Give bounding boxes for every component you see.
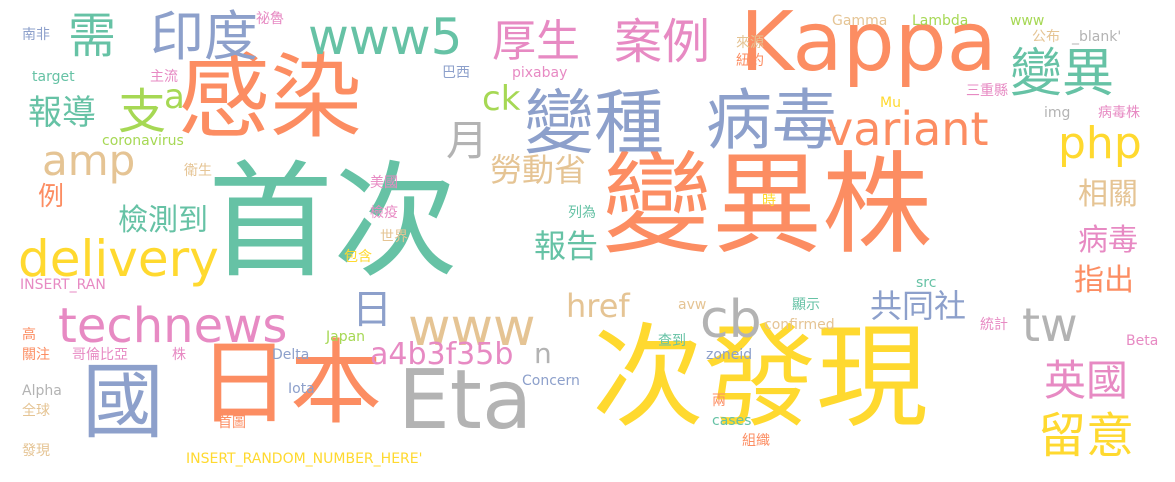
word-哥倫比亞: 哥倫比亞 [72,347,128,363]
word-指出: 指出 [1074,263,1134,298]
word-變種: 變種 [524,82,664,164]
word-n: n [534,337,552,370]
word-iota: Iota [288,381,315,397]
word-a: a [164,77,185,117]
word-報告: 報告 [534,227,599,265]
word-src: src [916,275,937,291]
word-變異: 變異 [1010,44,1115,104]
word-insert-ran: INSERT_RAN [20,277,106,293]
word-英國: 英國 [1044,356,1129,405]
word-病毒株: 病毒株 [1098,105,1140,121]
word-月: 月 [446,116,489,165]
word-公布: 公布 [1032,29,1060,45]
word-tw: tw [1022,298,1078,352]
word-amp: amp [42,136,136,185]
word-變異株: 變異株 [602,141,932,269]
word-target: target [32,69,75,85]
word-eta: Eta [398,353,533,448]
word-coronavirus: coronavirus [102,133,184,149]
word-衛生: 衛生 [184,163,212,179]
word-cb: cb [700,290,762,350]
word-檢疫: 檢疫 [370,205,398,221]
word-共同社: 共同社 [870,287,967,325]
word-次發現: 次發現 [592,313,928,443]
word-例: 例 [38,182,65,212]
word-ck: ck [482,79,521,119]
word-國: 國 [82,355,165,450]
word-php: php [1058,118,1142,169]
word-兩: 兩 [712,393,726,409]
word-需: 需 [68,8,117,64]
word-感染: 感染 [178,44,363,151]
word-查到: 查到 [658,333,686,349]
word-統計: 統計 [980,317,1008,333]
word-巴西: 巴西 [442,65,470,81]
word-美國: 美國 [370,175,398,191]
word-來源: 來源 [736,35,764,51]
word-列為: 列為 [568,205,596,221]
word-zoneid: zoneid [706,347,753,363]
word-日: 日 [352,287,392,333]
word-報導: 報導 [28,93,96,133]
word-blank: _blank' [1072,29,1122,45]
word-顯示: 顯示 [792,297,820,313]
word-首次: 首次 [208,150,458,295]
word-japan: Japan [326,329,366,345]
word-世界: 世界 [380,229,408,245]
word-首圖: 首圖 [218,415,246,431]
word-留意: 留意 [1038,408,1135,464]
word-厚生: 厚生 [492,16,580,67]
word-組織: 組織 [742,433,770,449]
word-beta: Beta [1126,333,1159,349]
word-technews: technews [58,298,288,354]
word-delivery: delivery [18,230,219,288]
word-concern: Concern [522,373,580,389]
word-勞動省: 勞動省 [490,151,587,189]
word-www5: www5 [308,8,463,66]
word-lambda: Lambda [912,13,969,29]
word-全球: 全球 [22,403,50,419]
word-img: img [1044,105,1071,121]
word-主流: 主流 [150,69,178,85]
word-檢測到: 檢測到 [118,203,208,238]
word-variant: variant [826,102,989,156]
word-支: 支 [118,84,167,140]
word-pixabay: pixabay [512,65,568,81]
word-mu: Mu [880,95,901,111]
word-相關: 相關 [1078,177,1138,212]
word-www: www [408,298,536,358]
word-紐約: 紐約 [736,53,764,69]
word-南非: 南非 [22,27,50,43]
word-病毒-2: 病毒 [1078,223,1138,258]
word-印度: 印度 [150,5,258,68]
word-avw: avw [678,297,707,313]
word-高: 高 [22,327,36,343]
word-a4b3f35b: a4b3f35b [370,337,514,372]
word-www-small: www [1010,13,1045,29]
word-病毒: 病毒 [706,82,838,159]
word-kappa: Kappa [740,0,997,90]
word-關注: 關注 [22,347,50,363]
word-gamma: Gamma [832,13,888,29]
word-insert-random-number-here: INSERT_RANDOM_NUMBER_HERE' [186,451,423,467]
word-時: 時 [762,193,776,209]
word-三重縣: 三重縣 [966,83,1008,99]
word-包含: 包含 [344,249,372,265]
word-株: 株 [172,347,186,363]
word-發現: 發現 [22,443,50,459]
word-cases: cases [712,413,752,429]
word-祕魯: 祕魯 [256,11,284,27]
word-confirmed: confirmed [764,317,835,333]
word-href: href [566,287,630,325]
word-案例: 案例 [614,14,711,70]
word-日本: 日本 [198,330,383,437]
word-delta: Delta [272,347,310,363]
word-alpha: Alpha [22,383,62,399]
